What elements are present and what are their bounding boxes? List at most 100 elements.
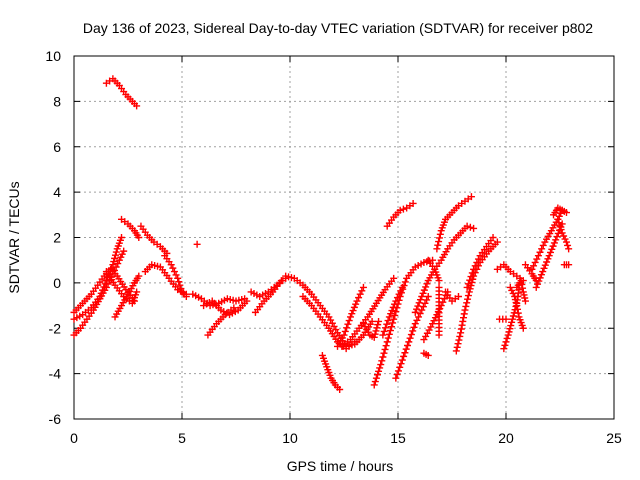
data-point	[474, 255, 482, 263]
data-point	[118, 234, 126, 241]
data-point	[493, 238, 501, 246]
data-point	[386, 327, 394, 335]
data-point	[108, 264, 116, 272]
data-point	[562, 238, 570, 246]
data-point	[419, 289, 427, 297]
data-point	[135, 272, 143, 280]
x-tick-label: 20	[498, 430, 514, 446]
data-point	[463, 299, 471, 307]
data-point	[565, 261, 573, 269]
y-axis-label: SDTVAR / TECUs	[6, 181, 22, 293]
data-point	[424, 292, 432, 300]
data-point	[514, 309, 522, 317]
y-tick-label: 0	[53, 275, 61, 291]
data-point	[381, 345, 389, 353]
data-point	[519, 284, 527, 292]
data-point	[359, 283, 367, 291]
data-point	[111, 254, 119, 262]
data-point	[539, 268, 547, 276]
data-point	[353, 297, 361, 305]
data-point	[277, 277, 285, 285]
data-point	[392, 374, 400, 382]
data-point	[545, 252, 553, 260]
data-point	[393, 371, 401, 379]
data-point	[120, 247, 128, 255]
data-point	[370, 333, 378, 341]
data-point	[434, 241, 442, 249]
data-point	[489, 234, 497, 241]
data-point	[453, 343, 461, 351]
data-point	[466, 276, 474, 284]
data-point	[375, 367, 383, 375]
data-point	[372, 374, 380, 382]
data-point	[420, 286, 428, 294]
data-point	[391, 300, 399, 308]
data-point	[513, 302, 521, 310]
data-point	[467, 273, 475, 281]
data-point	[393, 294, 401, 302]
data-point	[135, 234, 143, 241]
data-point	[506, 325, 514, 333]
data-point	[536, 248, 544, 256]
data-point	[411, 320, 419, 328]
data-point	[380, 327, 388, 335]
data-point	[468, 269, 476, 277]
chart-title: Day 136 of 2023, Sidereal Day-to-day VTE…	[83, 20, 593, 36]
data-point	[356, 290, 364, 298]
data-point	[500, 345, 508, 353]
data-point	[467, 193, 475, 201]
data-point	[462, 302, 470, 310]
data-point	[373, 324, 381, 332]
axis-ticks	[73, 55, 615, 420]
data-point	[336, 386, 344, 394]
data-point	[427, 323, 435, 331]
data-point	[346, 313, 354, 321]
data-point	[470, 265, 478, 273]
data-point	[409, 199, 417, 207]
data-point	[175, 278, 183, 286]
data-point	[505, 328, 513, 336]
data-point	[531, 258, 539, 266]
data-point	[553, 233, 561, 241]
y-tick-label: -4	[49, 366, 62, 382]
data-point	[371, 378, 379, 386]
data-point	[503, 334, 511, 342]
data-point	[502, 315, 510, 323]
data-point	[381, 324, 389, 332]
data-point	[454, 340, 462, 348]
data-point	[415, 299, 423, 307]
data-point	[555, 219, 563, 227]
data-point	[536, 274, 544, 282]
data-point	[401, 278, 409, 286]
data-point	[387, 310, 395, 318]
data-point	[557, 226, 565, 234]
x-tick-label: 25	[606, 430, 622, 446]
data-point	[546, 248, 554, 256]
data-point	[541, 261, 549, 269]
data-point	[380, 349, 388, 357]
data-point	[345, 317, 353, 325]
y-tick-label: -2	[49, 320, 62, 336]
data-point	[537, 271, 545, 279]
data-point	[517, 277, 525, 285]
data-point	[109, 261, 117, 269]
data-point	[404, 341, 412, 349]
data-point	[423, 280, 431, 288]
data-point	[384, 334, 392, 342]
data-point	[383, 338, 391, 346]
data-point	[358, 287, 366, 295]
data-point	[388, 307, 396, 315]
data-point	[355, 294, 363, 302]
data-point	[398, 283, 406, 291]
data-point	[348, 310, 356, 318]
data-point	[370, 381, 378, 389]
data-point	[521, 297, 529, 305]
x-tick-label: 10	[282, 430, 298, 446]
data-point	[456, 332, 464, 340]
data-point	[509, 312, 517, 320]
tick-labels: 0 5 10 15 20 25 -6 -4 -2 0 2 4 6 8 10	[45, 48, 622, 446]
data-point	[373, 371, 381, 379]
data-point	[435, 277, 443, 285]
data-point	[407, 331, 415, 339]
data-point	[423, 296, 431, 304]
